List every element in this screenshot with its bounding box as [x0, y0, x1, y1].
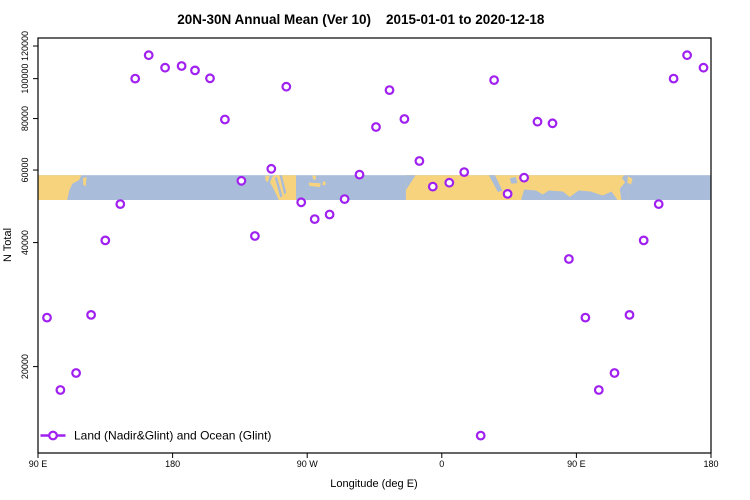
plot-border [37, 37, 712, 454]
data-point [115, 199, 126, 210]
x-tick-label: 90 E [567, 459, 586, 469]
data-point [698, 62, 709, 73]
land-florida [312, 175, 317, 181]
data-point [160, 62, 171, 73]
chart-title-part2: 2015-01-01 to 2020-12-18 [386, 12, 545, 27]
land-baja [265, 175, 270, 183]
ocean-red-sea [488, 175, 503, 192]
data-point [130, 73, 141, 84]
data-point [219, 114, 230, 125]
data-point [42, 312, 52, 323]
data-point [249, 231, 260, 241]
y-tick-label: 100000 [20, 64, 30, 94]
data-point [143, 50, 154, 61]
x-axis-title: Longitude (deg E) [330, 478, 417, 490]
data-point [444, 177, 455, 188]
data-point [190, 65, 200, 76]
data-point [564, 254, 574, 264]
y-axis: 20000 40000 60000 80000 100000 120000 [20, 31, 38, 379]
x-tick-label: 180 [165, 459, 180, 469]
data-point [86, 310, 96, 320]
data-point [236, 175, 247, 186]
data-point [339, 194, 350, 205]
data-point [489, 75, 500, 85]
y-tick-label: 80000 [20, 106, 30, 131]
land-cuba [308, 182, 321, 187]
data-point [205, 73, 215, 84]
data-point [266, 163, 277, 174]
data-point [580, 312, 591, 323]
ocean-persian-gulf [509, 177, 518, 184]
x-tick-label: 0 [439, 459, 444, 469]
x-axis: 90 E 180 90 W 0 90 E 180 [29, 453, 719, 469]
y-tick-label: 60000 [20, 158, 30, 183]
ocean-asia-east-coast [619, 175, 628, 200]
data-point [354, 169, 365, 180]
y-axis-title: N Total [2, 228, 14, 262]
land-africa-arabia-india [405, 175, 628, 200]
data-point [100, 235, 111, 246]
data-point [384, 85, 395, 95]
land-asia-east [38, 175, 82, 200]
data-point [459, 167, 470, 178]
data-points-layer [42, 50, 709, 441]
map-strip [38, 175, 711, 200]
legend-point-marker-icon [48, 430, 58, 441]
land-taiwan [82, 177, 87, 187]
y-tick-label: 40000 [20, 230, 30, 255]
data-point [371, 122, 381, 132]
ocean-mexico-slash-1 [274, 177, 283, 198]
data-point [682, 50, 692, 61]
data-point [653, 199, 664, 210]
legend: Land (Nadir&Glint) and Ocean (Glint) [40, 429, 271, 443]
data-point [281, 81, 292, 92]
band-layer [38, 175, 711, 200]
ocean-mexico-slash-2 [279, 175, 287, 195]
data-point [475, 430, 486, 441]
land-se-asia-coast [627, 176, 633, 185]
chart-title-part1: 20N-30N Annual Mean (Ver 10) [177, 12, 371, 27]
data-point [624, 310, 635, 320]
ocean-indian-ocean [521, 189, 618, 200]
y-tick-label: 20000 [20, 354, 30, 379]
data-point [296, 197, 307, 208]
land-bahamas [322, 181, 326, 186]
data-point [176, 61, 187, 71]
data-point [502, 188, 513, 199]
y-tick-label: 120000 [20, 31, 30, 61]
data-point [71, 368, 81, 378]
legend-label: Land (Nadir&Glint) and Ocean (Glint) [74, 429, 271, 443]
data-point [609, 368, 620, 378]
data-point [309, 214, 320, 225]
ocean-nw-africa-notch [405, 175, 416, 190]
data-point [427, 181, 438, 192]
data-point [324, 209, 335, 220]
data-point [593, 385, 604, 395]
x-tick-label: 90 E [29, 459, 48, 469]
data-point [638, 235, 649, 246]
data-point [668, 73, 679, 84]
data-point [532, 116, 543, 127]
data-point [519, 172, 529, 183]
data-point [399, 114, 410, 124]
data-point [55, 385, 66, 395]
x-tick-label: 180 [703, 459, 718, 469]
data-point [414, 156, 425, 166]
data-point [547, 118, 558, 129]
x-tick-label: 90 W [297, 459, 319, 469]
